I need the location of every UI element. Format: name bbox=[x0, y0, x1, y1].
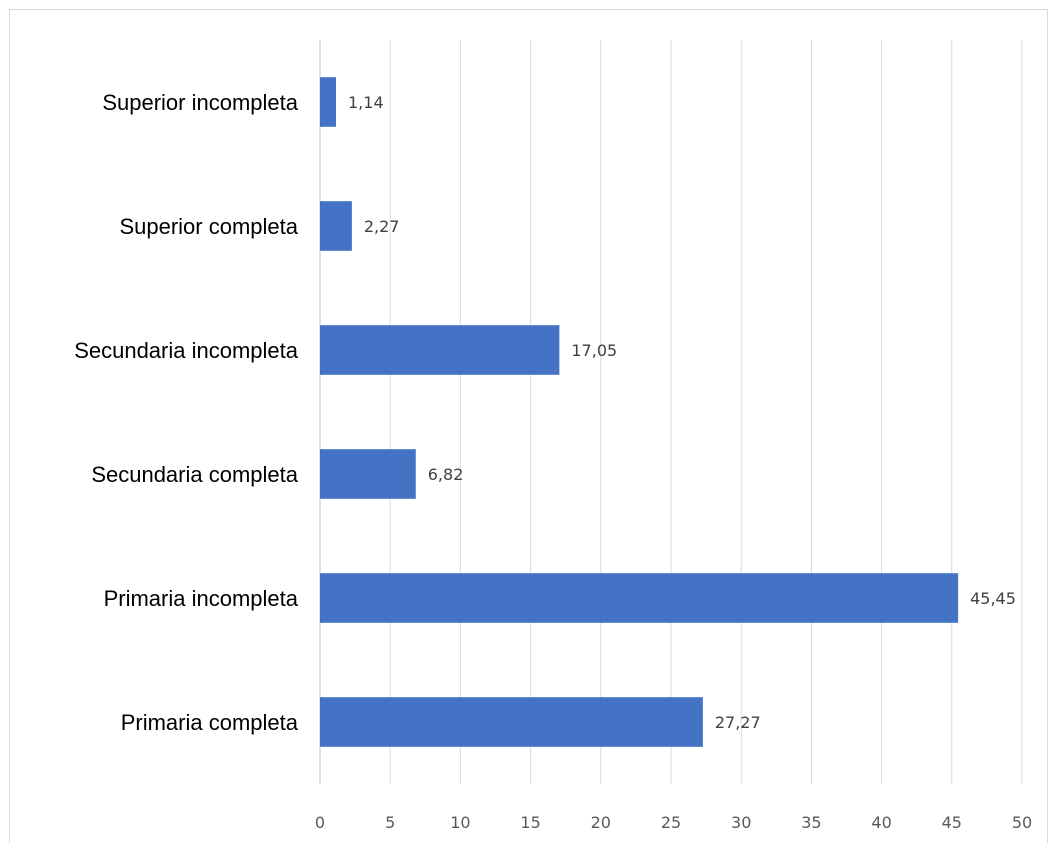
data-label: 6,82 bbox=[428, 465, 464, 484]
x-tick-label: 5 bbox=[385, 813, 395, 832]
category-label: Superior completa bbox=[119, 214, 298, 239]
tick-labels: 0 5 10 15 20 25 30 35 40 45 50 bbox=[315, 813, 1032, 832]
category-labels: Primaria completa Primaria incompleta Secu… bbox=[74, 90, 299, 735]
x-tick-label: 15 bbox=[520, 813, 540, 832]
x-tick-label: 0 bbox=[315, 813, 325, 832]
bar bbox=[320, 201, 352, 251]
category-label: Primaria incompleta bbox=[104, 586, 299, 611]
value-labels: 27,27 45,45 6,82 17,05 2,27 1,14 bbox=[348, 93, 1016, 732]
data-label: 1,14 bbox=[348, 93, 384, 112]
data-label: 45,45 bbox=[970, 589, 1016, 608]
bars bbox=[320, 77, 959, 747]
data-label: 27,27 bbox=[715, 713, 761, 732]
bar bbox=[320, 449, 416, 499]
x-tick-label: 25 bbox=[661, 813, 681, 832]
category-label: Secundaria completa bbox=[91, 462, 298, 487]
data-label: 2,27 bbox=[364, 217, 400, 236]
x-tick-label: 35 bbox=[801, 813, 821, 832]
bar bbox=[320, 77, 337, 127]
x-tick-label: 50 bbox=[1012, 813, 1032, 832]
category-label: Secundaria incompleta bbox=[74, 338, 299, 363]
x-tick-label: 20 bbox=[591, 813, 611, 832]
bar bbox=[320, 325, 560, 375]
bar bbox=[320, 697, 703, 747]
bar bbox=[320, 573, 959, 623]
gridlines bbox=[389, 40, 1023, 784]
x-tick-label: 40 bbox=[871, 813, 891, 832]
x-tick-label: 10 bbox=[450, 813, 470, 832]
data-label: 17,05 bbox=[571, 341, 617, 360]
category-label: Superior incompleta bbox=[102, 90, 298, 115]
category-label: Primaria completa bbox=[121, 710, 299, 735]
x-tick-label: 30 bbox=[731, 813, 751, 832]
x-tick-label: 45 bbox=[942, 813, 962, 832]
